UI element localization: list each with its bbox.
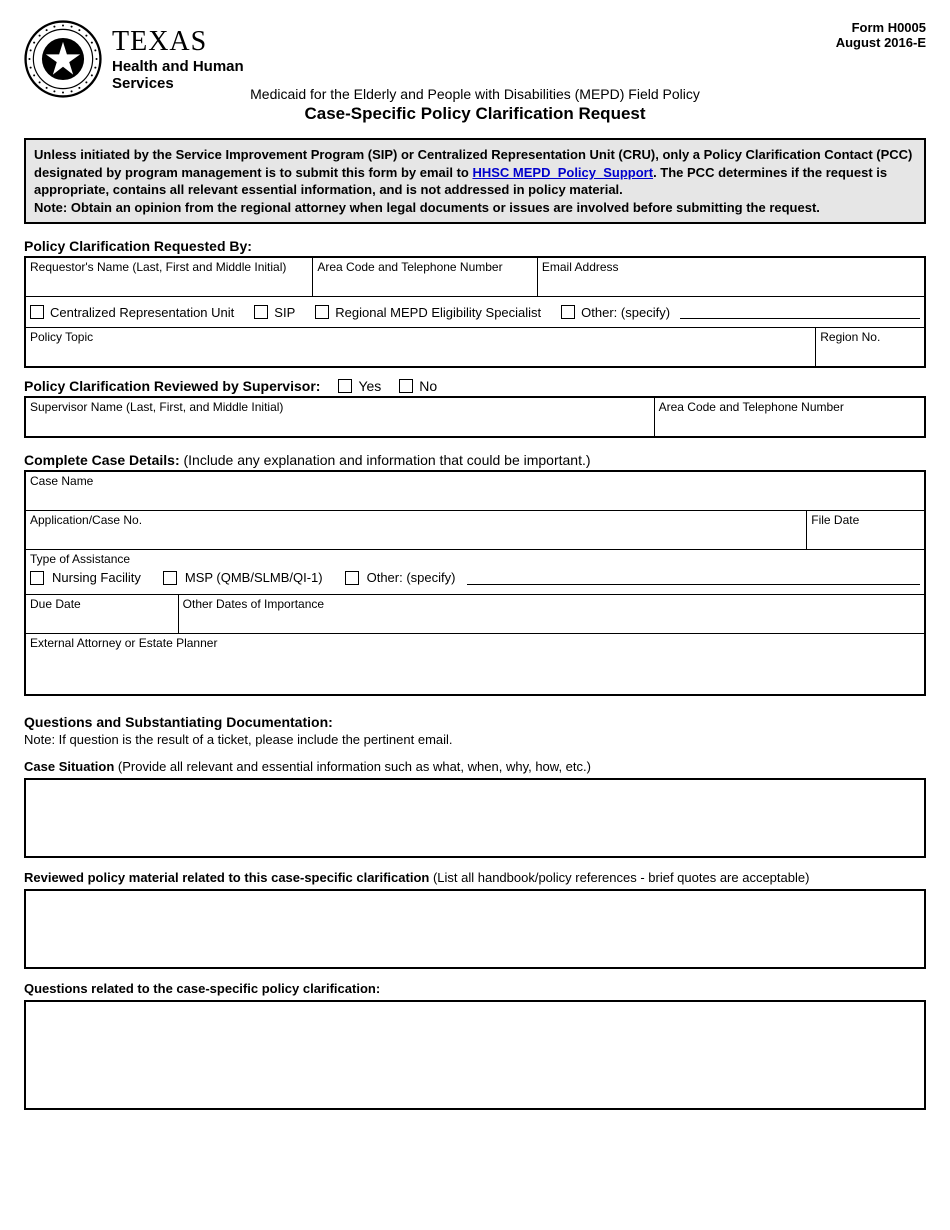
cru-checkbox[interactable]	[30, 305, 44, 319]
type-assistance-cell: Type of Assistance Nursing Facility MSP …	[26, 550, 924, 594]
attorney-label: External Attorney or Estate Planner	[30, 636, 920, 650]
phone-label: Area Code and Telephone Number	[317, 260, 533, 274]
form-number: Form H0005	[836, 20, 926, 35]
questions-note: Note: If question is the result of a tic…	[24, 732, 926, 747]
supervisor-name-label: Supervisor Name (Last, First, and Middle…	[30, 400, 650, 414]
title-main: Case-Specific Policy Clarification Reque…	[24, 104, 926, 124]
email-cell[interactable]: Email Address	[538, 258, 924, 296]
case-situation-heading: Case Situation (Provide all relevant and…	[24, 759, 926, 774]
attorney-cell[interactable]: External Attorney or Estate Planner	[26, 634, 924, 694]
other-label: Other: (specify)	[581, 305, 670, 320]
msp-checkbox[interactable]	[163, 571, 177, 585]
other-dates-label: Other Dates of Importance	[183, 597, 920, 611]
file-date-cell[interactable]: File Date	[807, 511, 924, 549]
section-requested-by-heading: Policy Clarification Requested By:	[24, 238, 926, 258]
ta-other-checkbox[interactable]	[345, 571, 359, 585]
other-checkbox[interactable]	[561, 305, 575, 319]
app-no-label: Application/Case No.	[30, 513, 802, 527]
reviewed-policy-heading-text: Reviewed policy material related to this…	[24, 870, 429, 885]
requestor-name-cell[interactable]: Requestor's Name (Last, First and Middle…	[26, 258, 313, 296]
reviewed-policy-heading-note: (List all handbook/policy references - b…	[429, 870, 809, 885]
region-no-label: Region No.	[820, 330, 920, 344]
type-assistance-label: Type of Assistance	[30, 552, 920, 566]
due-date-label: Due Date	[30, 597, 174, 611]
policy-topic-cell[interactable]: Policy Topic	[26, 328, 816, 366]
form-meta: Form H0005 August 2016-E	[836, 20, 926, 50]
email-label: Email Address	[542, 260, 920, 274]
questions-related-heading: Questions related to the case-specific p…	[24, 981, 926, 996]
logo-block: TEXAS Health and Human Services	[24, 20, 244, 98]
no-label: No	[419, 378, 437, 394]
case-details-heading: Complete Case Details: (Include any expl…	[24, 452, 926, 468]
yes-label: Yes	[358, 378, 381, 394]
supervisor-phone-label: Area Code and Telephone Number	[659, 400, 920, 414]
no-checkbox[interactable]	[399, 379, 413, 393]
case-name-cell[interactable]: Case Name	[26, 472, 924, 510]
questions-heading: Questions and Substantiating Documentati…	[24, 714, 926, 730]
policy-support-link[interactable]: HHSC MEPD_Policy_Support	[472, 165, 653, 180]
questions-heading-text: Questions and Substantiating Documentati…	[24, 714, 333, 730]
due-date-cell[interactable]: Due Date	[26, 595, 179, 633]
cru-label: Centralized Representation Unit	[50, 305, 234, 320]
other-dates-cell[interactable]: Other Dates of Importance	[179, 595, 924, 633]
case-details-table: Case Name Application/Case No. File Date…	[24, 470, 926, 696]
regional-label: Regional MEPD Eligibility Specialist	[335, 305, 541, 320]
sip-checkbox[interactable]	[254, 305, 268, 319]
supervisor-table: Supervisor Name (Last, First, and Middle…	[24, 396, 926, 438]
logo-texas: TEXAS	[112, 26, 244, 58]
case-name-label: Case Name	[30, 474, 920, 488]
reviewed-heading-text: Policy Clarification Reviewed by Supervi…	[24, 378, 320, 394]
nursing-facility-label: Nursing Facility	[52, 570, 141, 585]
file-date-label: File Date	[811, 513, 920, 527]
notice-text-3: Note: Obtain an opinion from the regiona…	[34, 199, 916, 217]
case-details-heading-text: Complete Case Details:	[24, 452, 180, 468]
region-no-cell[interactable]: Region No.	[816, 328, 924, 366]
case-details-heading-note: (Include any explanation and information…	[180, 452, 591, 468]
reviewed-policy-heading: Reviewed policy material related to this…	[24, 870, 926, 885]
case-situation-heading-note: (Provide all relevant and essential info…	[114, 759, 591, 774]
case-situation-box[interactable]	[24, 778, 926, 858]
app-no-cell[interactable]: Application/Case No.	[26, 511, 807, 549]
texas-seal-icon	[24, 20, 102, 98]
supervisor-phone-cell[interactable]: Area Code and Telephone Number	[655, 398, 924, 436]
regional-checkbox[interactable]	[315, 305, 329, 319]
phone-cell[interactable]: Area Code and Telephone Number	[313, 258, 538, 296]
requested-by-table: Requestor's Name (Last, First and Middle…	[24, 258, 926, 368]
supervisor-name-cell[interactable]: Supervisor Name (Last, First, and Middle…	[26, 398, 655, 436]
questions-related-box[interactable]	[24, 1000, 926, 1110]
ta-other-specify-line[interactable]	[467, 571, 920, 585]
yes-checkbox[interactable]	[338, 379, 352, 393]
section-reviewed-heading: Policy Clarification Reviewed by Supervi…	[24, 378, 926, 394]
notice-box: Unless initiated by the Service Improvem…	[24, 138, 926, 224]
logo-sub2: Services	[112, 75, 244, 92]
sip-label: SIP	[274, 305, 295, 320]
policy-topic-label: Policy Topic	[30, 330, 811, 344]
logo-sub1: Health and Human	[112, 58, 244, 75]
other-specify-line[interactable]	[680, 305, 920, 319]
form-date: August 2016-E	[836, 35, 926, 50]
reviewed-policy-box[interactable]	[24, 889, 926, 969]
nursing-facility-checkbox[interactable]	[30, 571, 44, 585]
case-situation-heading-text: Case Situation	[24, 759, 114, 774]
ta-other-label: Other: (specify)	[367, 570, 456, 585]
msp-label: MSP (QMB/SLMB/QI-1)	[185, 570, 323, 585]
requestor-name-label: Requestor's Name (Last, First and Middle…	[30, 260, 308, 274]
logo-text: TEXAS Health and Human Services	[112, 26, 244, 93]
